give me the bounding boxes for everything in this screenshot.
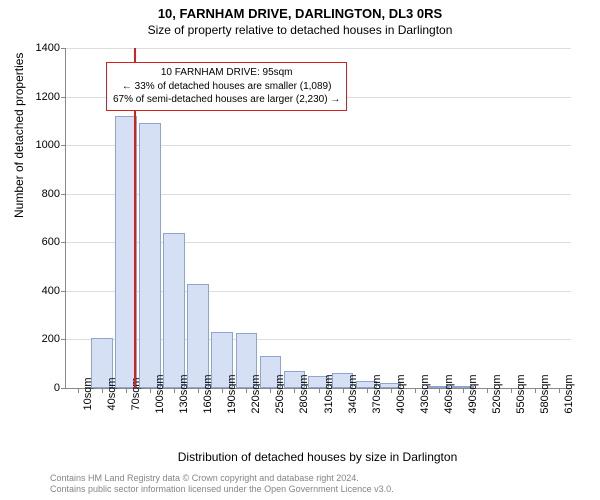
x-tick-label: 430sqm xyxy=(419,374,431,413)
x-tick-mark xyxy=(198,388,199,393)
chart-container: 10, FARNHAM DRIVE, DARLINGTON, DL3 0RS S… xyxy=(0,0,600,500)
info-line-larger: 67% of semi-detached houses are larger (… xyxy=(113,93,340,107)
x-axis-label: Distribution of detached houses by size … xyxy=(65,450,570,464)
x-tick-mark xyxy=(439,388,440,393)
x-tick-mark xyxy=(367,388,368,393)
grid-line xyxy=(66,48,571,49)
footer-line1: Contains HM Land Registry data © Crown c… xyxy=(50,473,394,485)
property-info-box: 10 FARNHAM DRIVE: 95sqm← 33% of detached… xyxy=(106,62,347,111)
x-tick-label: 490sqm xyxy=(467,374,479,413)
x-tick-mark xyxy=(294,388,295,393)
x-tick-mark xyxy=(391,388,392,393)
x-tick-mark xyxy=(535,388,536,393)
x-tick-mark xyxy=(126,388,127,393)
y-tick-label: 800 xyxy=(42,188,60,200)
x-tick-label: 400sqm xyxy=(395,374,407,413)
y-tick-mark xyxy=(61,145,66,146)
x-tick-mark xyxy=(415,388,416,393)
footer-line2: Contains public sector information licen… xyxy=(50,484,394,496)
y-tick-mark xyxy=(61,291,66,292)
x-tick-mark xyxy=(78,388,79,393)
info-line-smaller: ← 33% of detached houses are smaller (1,… xyxy=(113,80,340,94)
x-tick-mark xyxy=(559,388,560,393)
x-tick-mark xyxy=(511,388,512,393)
y-tick-mark xyxy=(61,388,66,389)
y-axis-label: Number of detached properties xyxy=(12,53,26,218)
y-tick-label: 600 xyxy=(42,236,60,248)
x-tick-label: 550sqm xyxy=(515,374,527,413)
x-tick-label: 460sqm xyxy=(443,374,455,413)
x-tick-mark xyxy=(150,388,151,393)
x-tick-mark xyxy=(246,388,247,393)
x-tick-label: 370sqm xyxy=(371,374,383,413)
info-line-size: 10 FARNHAM DRIVE: 95sqm xyxy=(113,66,340,80)
y-tick-label: 1000 xyxy=(36,139,60,151)
y-tick-mark xyxy=(61,97,66,98)
chart-plot-area: 020040060080010001200140010sqm40sqm70sqm… xyxy=(65,48,571,389)
y-tick-label: 200 xyxy=(42,333,60,345)
y-tick-label: 1200 xyxy=(36,91,60,103)
bar xyxy=(163,233,185,388)
x-tick-label: 520sqm xyxy=(491,374,503,413)
y-tick-mark xyxy=(61,48,66,49)
x-tick-mark xyxy=(270,388,271,393)
footer-attribution: Contains HM Land Registry data © Crown c… xyxy=(50,473,394,496)
title-sub: Size of property relative to detached ho… xyxy=(0,23,600,37)
x-tick-mark xyxy=(174,388,175,393)
x-tick-label: 610sqm xyxy=(563,374,575,413)
x-tick-mark xyxy=(487,388,488,393)
x-tick-mark xyxy=(319,388,320,393)
y-tick-label: 1400 xyxy=(36,42,60,54)
x-tick-mark xyxy=(343,388,344,393)
x-tick-mark xyxy=(102,388,103,393)
y-tick-mark xyxy=(61,242,66,243)
x-tick-label: 580sqm xyxy=(539,374,551,413)
y-tick-mark xyxy=(61,339,66,340)
x-tick-mark xyxy=(222,388,223,393)
x-tick-mark xyxy=(463,388,464,393)
bar xyxy=(139,123,161,388)
y-tick-label: 0 xyxy=(54,382,60,394)
bar xyxy=(187,284,209,388)
y-tick-label: 400 xyxy=(42,285,60,297)
y-tick-mark xyxy=(61,194,66,195)
title-main: 10, FARNHAM DRIVE, DARLINGTON, DL3 0RS xyxy=(0,0,600,21)
